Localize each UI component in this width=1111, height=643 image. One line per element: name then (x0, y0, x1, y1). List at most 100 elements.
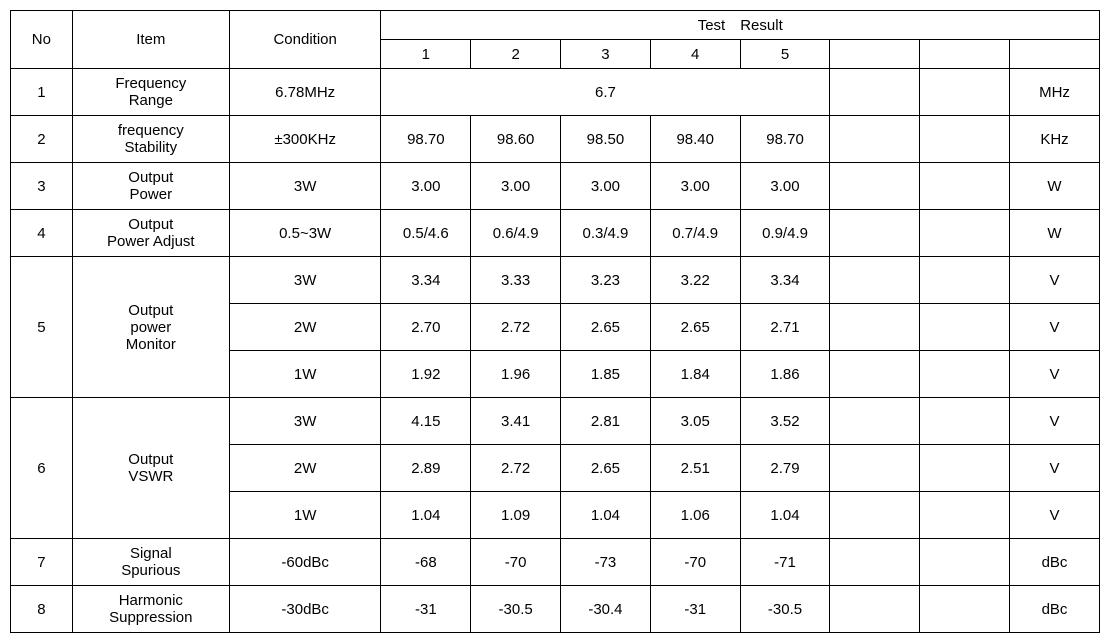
cell-unit: V (1010, 492, 1100, 539)
cell-v2: 1.09 (471, 492, 561, 539)
cell-v2: 3.00 (471, 163, 561, 210)
cell-v5: 2.79 (740, 445, 830, 492)
cell-v5: 3.52 (740, 398, 830, 445)
cell-v3: 98.50 (561, 116, 651, 163)
cell-v2: 3.33 (471, 257, 561, 304)
cell-unit: W (1010, 210, 1100, 257)
cell-no: 4 (11, 210, 73, 257)
cell-cond: ±300KHz (229, 116, 381, 163)
cell-blank (830, 445, 920, 492)
cell-v1: 1.04 (381, 492, 471, 539)
cell-v5: 1.86 (740, 351, 830, 398)
cell-no: 7 (11, 539, 73, 586)
header-col-1: 1 (381, 40, 471, 69)
cell-blank (830, 210, 920, 257)
cell-blank (920, 586, 1010, 633)
cell-blank (920, 210, 1010, 257)
header-test-result: Test Result (381, 11, 1100, 40)
cell-v3: 2.81 (561, 398, 651, 445)
header-col-5: 5 (740, 40, 830, 69)
cell-unit: V (1010, 257, 1100, 304)
cell-blank (920, 398, 1010, 445)
cell-v1: 3.00 (381, 163, 471, 210)
cell-blank (830, 398, 920, 445)
cell-blank (920, 163, 1010, 210)
cell-v4: 98.40 (650, 116, 740, 163)
cell-unit: V (1010, 351, 1100, 398)
cell-blank (830, 69, 920, 116)
cell-item: frequencyStability (72, 116, 229, 163)
cell-v1: 2.89 (381, 445, 471, 492)
table-row: 7 SignalSpurious -60dBc -68 -70 -73 -70 … (11, 539, 1100, 586)
test-result-table: No Item Condition Test Result 1 2 3 4 5 … (10, 10, 1100, 633)
cell-blank (920, 304, 1010, 351)
cell-v5: 0.9/4.9 (740, 210, 830, 257)
cell-blank (920, 69, 1010, 116)
cell-v4: -70 (650, 539, 740, 586)
cell-v5: -71 (740, 539, 830, 586)
cell-v5: 2.71 (740, 304, 830, 351)
header-no: No (11, 11, 73, 69)
cell-item: OutputPower Adjust (72, 210, 229, 257)
cell-v3: -30.4 (561, 586, 651, 633)
cell-unit: V (1010, 445, 1100, 492)
cell-v2: 3.41 (471, 398, 561, 445)
cell-blank (830, 257, 920, 304)
cell-v4: -31 (650, 586, 740, 633)
cell-v4: 3.22 (650, 257, 740, 304)
cell-v2: 1.96 (471, 351, 561, 398)
cell-v1: 0.5/4.6 (381, 210, 471, 257)
cell-v2: -30.5 (471, 586, 561, 633)
table-row: 6 OutputVSWR 3W 4.15 3.41 2.81 3.05 3.52… (11, 398, 1100, 445)
cell-blank (920, 445, 1010, 492)
cell-v2: 98.60 (471, 116, 561, 163)
cell-item: OutputpowerMonitor (72, 257, 229, 398)
cell-cond: 0.5~3W (229, 210, 381, 257)
header-col-6 (830, 40, 920, 69)
cell-v5: 3.34 (740, 257, 830, 304)
table-header-row-1: No Item Condition Test Result (11, 11, 1100, 40)
cell-cond: 3W (229, 163, 381, 210)
cell-v2: 0.6/4.9 (471, 210, 561, 257)
table-row: 8 HarmonicSuppression -30dBc -31 -30.5 -… (11, 586, 1100, 633)
cell-cond: 1W (229, 351, 381, 398)
cell-item: HarmonicSuppression (72, 586, 229, 633)
cell-blank (830, 163, 920, 210)
cell-blank (920, 351, 1010, 398)
cell-blank (830, 539, 920, 586)
cell-v5: 3.00 (740, 163, 830, 210)
cell-unit: KHz (1010, 116, 1100, 163)
cell-v3: 1.85 (561, 351, 651, 398)
header-item: Item (72, 11, 229, 69)
cell-v1: 3.34 (381, 257, 471, 304)
cell-cond: 6.78MHz (229, 69, 381, 116)
cell-v2: -70 (471, 539, 561, 586)
cell-v5: 98.70 (740, 116, 830, 163)
header-col-2: 2 (471, 40, 561, 69)
table-row: 3 OutputPower 3W 3.00 3.00 3.00 3.00 3.0… (11, 163, 1100, 210)
cell-blank (830, 586, 920, 633)
table-row: 1 FrequencyRange 6.78MHz 6.7 MHz (11, 69, 1100, 116)
cell-v3: 3.23 (561, 257, 651, 304)
cell-blank (830, 492, 920, 539)
cell-cond: 3W (229, 398, 381, 445)
cell-blank (920, 539, 1010, 586)
cell-cond: 1W (229, 492, 381, 539)
cell-item: OutputPower (72, 163, 229, 210)
cell-v1: 1.92 (381, 351, 471, 398)
cell-v3: 1.04 (561, 492, 651, 539)
cell-no: 6 (11, 398, 73, 539)
cell-blank (920, 492, 1010, 539)
cell-unit: MHz (1010, 69, 1100, 116)
cell-merged-value: 6.7 (381, 69, 830, 116)
cell-unit: dBc (1010, 539, 1100, 586)
cell-v5: -30.5 (740, 586, 830, 633)
header-condition: Condition (229, 11, 381, 69)
cell-cond: -60dBc (229, 539, 381, 586)
header-col-4: 4 (650, 40, 740, 69)
cell-v3: 2.65 (561, 445, 651, 492)
cell-v4: 3.00 (650, 163, 740, 210)
cell-no: 5 (11, 257, 73, 398)
header-col-8 (1010, 40, 1100, 69)
table-row: 5 OutputpowerMonitor 3W 3.34 3.33 3.23 3… (11, 257, 1100, 304)
